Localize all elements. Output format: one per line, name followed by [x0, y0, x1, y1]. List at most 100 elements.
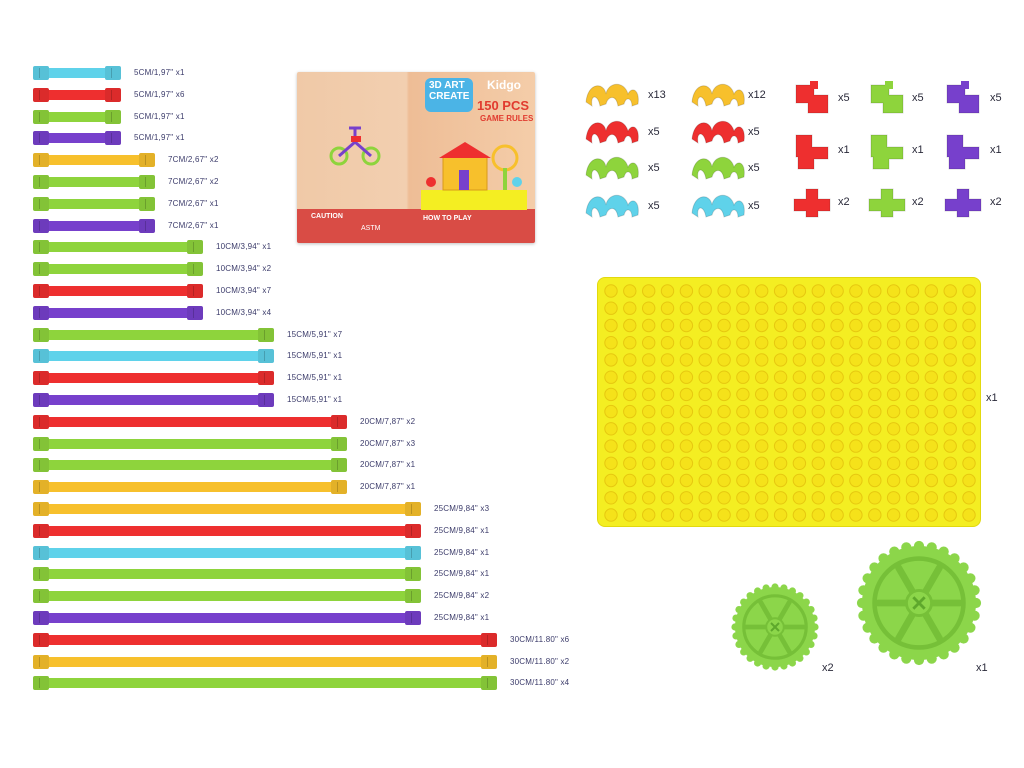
plate-stud — [962, 404, 976, 419]
plate-stud — [849, 387, 863, 402]
plate-stud — [886, 491, 901, 505]
connector-qty: x1 — [838, 144, 850, 156]
plate-stud — [830, 456, 844, 471]
plate-stud — [604, 508, 618, 522]
plate-stud — [962, 473, 976, 488]
plate-stud — [679, 370, 694, 384]
plate-stud — [792, 422, 807, 436]
tricycle-illustration — [329, 126, 381, 166]
plate-stud — [849, 473, 863, 488]
strip-end-left — [33, 328, 49, 342]
connector-strip — [33, 524, 421, 538]
strip-end-left — [33, 655, 49, 669]
plate-stud — [755, 387, 769, 402]
plate-stud — [623, 387, 637, 402]
plate-stud — [849, 456, 863, 471]
plate-stud — [962, 284, 976, 298]
plate-stud — [830, 439, 844, 453]
plate-stud — [717, 370, 731, 384]
strip-end-right — [187, 262, 203, 276]
plate-stud — [924, 422, 938, 436]
cross-connector — [944, 188, 982, 218]
wave-connector — [691, 156, 745, 181]
strip-body — [33, 68, 121, 78]
plate-stud — [943, 284, 957, 298]
strip-end-left — [33, 458, 49, 472]
plate-stud — [679, 508, 694, 522]
plate-stud — [924, 404, 938, 419]
plate-stud — [698, 404, 712, 419]
plate-stud — [755, 404, 769, 419]
plate-stud — [660, 353, 675, 367]
strip-end-right — [139, 175, 155, 189]
plate-stud — [660, 422, 675, 436]
strip-size-label: 7CM/2,67" x1 — [168, 221, 219, 230]
plate-stud — [642, 404, 656, 419]
strip-body — [33, 504, 421, 514]
plate-stud — [717, 491, 731, 505]
plate-stud — [698, 508, 712, 522]
plate-stud — [755, 473, 769, 488]
plate-stud — [736, 370, 750, 384]
plate-stud — [623, 353, 637, 367]
strip-size-label: 15CM/5,91" x1 — [287, 351, 343, 360]
plate-stud — [679, 491, 694, 505]
strip-end-left — [33, 611, 49, 625]
strip-end-right — [258, 393, 274, 407]
plate-stud — [773, 439, 788, 453]
plate-stud — [830, 301, 844, 315]
strip-body — [33, 242, 203, 252]
wave-connector — [691, 83, 745, 108]
strip-end-right — [331, 437, 347, 451]
plate-stud — [849, 439, 863, 453]
plate-stud — [604, 301, 618, 315]
connector-qty: x5 — [990, 92, 1002, 104]
strip-size-label: 7CM/2,67" x2 — [168, 177, 219, 186]
strip-end-right — [405, 546, 421, 560]
strip-end-right — [105, 110, 121, 124]
plate-stud — [943, 456, 957, 471]
plate-stud — [868, 508, 882, 522]
plate-stud — [755, 456, 769, 471]
plate-stud — [755, 439, 769, 453]
plate-stud — [886, 404, 901, 419]
connector-strip — [33, 437, 347, 451]
connector-strip — [33, 567, 421, 581]
plate-stud — [868, 301, 882, 315]
plate-stud — [868, 318, 882, 333]
plate-stud — [623, 456, 637, 471]
plate-stud — [868, 353, 882, 367]
plate-stud — [924, 456, 938, 471]
plate-stud — [755, 284, 769, 298]
plate-stud — [868, 387, 882, 402]
plate-stud — [623, 473, 637, 488]
plate-stud — [943, 491, 957, 505]
plate-stud — [604, 422, 618, 436]
plate-stud — [736, 387, 750, 402]
strip-end-left — [33, 437, 49, 451]
plate-stud — [698, 422, 712, 436]
strip-body — [33, 678, 497, 688]
strip-body — [33, 439, 347, 449]
plate-stud — [642, 318, 656, 333]
elbow-connector — [870, 81, 904, 114]
plate-stud — [717, 353, 731, 367]
connector-strip — [33, 371, 274, 385]
plate-stud — [642, 508, 656, 522]
caution-label: CAUTION — [311, 213, 343, 220]
plate-stud — [698, 284, 712, 298]
plate-stud — [642, 491, 656, 505]
plate-stud — [811, 422, 826, 436]
wave-connector — [585, 120, 639, 145]
connector-strip — [33, 415, 347, 429]
plate-stud — [736, 422, 750, 436]
strip-size-label: 10CM/3,94" x4 — [216, 308, 272, 317]
plate-stud — [773, 422, 788, 436]
plate-stud — [755, 335, 769, 350]
plate-stud — [792, 284, 807, 298]
plate-stud — [924, 301, 938, 315]
strip-size-label: 5CM/1,97" x1 — [134, 112, 185, 121]
plate-stud — [811, 353, 826, 367]
plate-stud — [623, 491, 637, 505]
strip-body — [33, 460, 347, 470]
